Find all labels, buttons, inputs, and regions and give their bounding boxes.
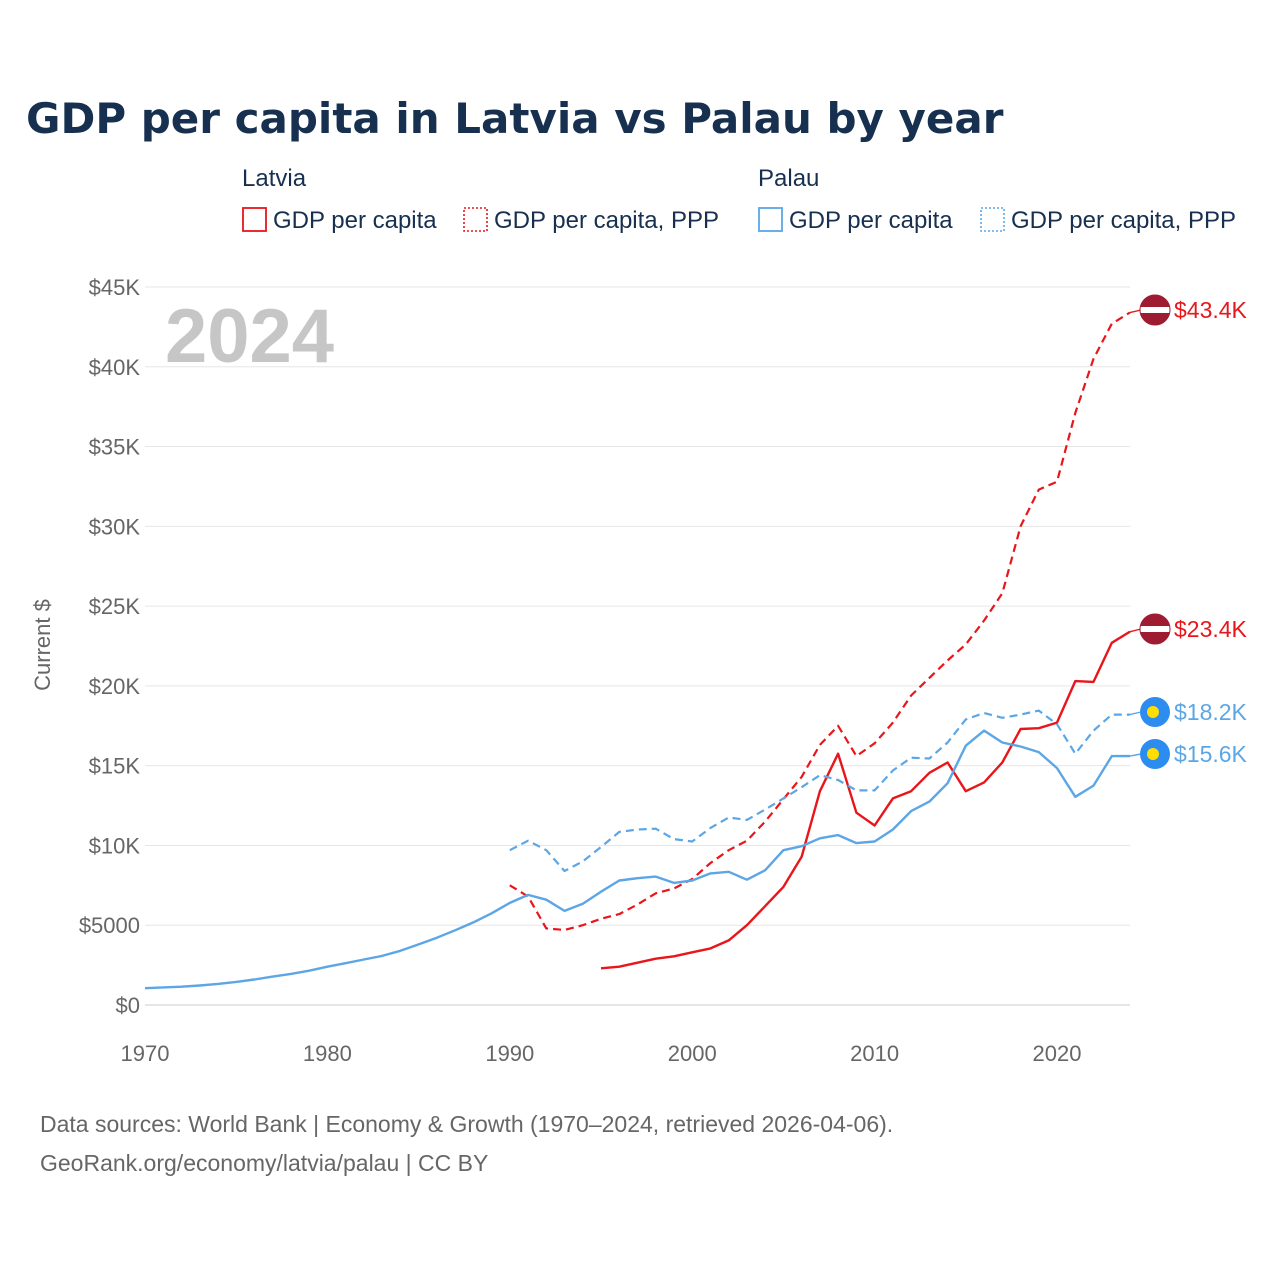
end-markers: $23.4K $43.4K $15.6K $18.2K [1129,294,1248,769]
x-tick-label: 1990 [485,1041,534,1066]
x-axis-ticks: 1970 1980 1990 2000 2010 2020 [121,1041,1082,1066]
latvia-flag-icon [1139,613,1171,645]
latvia-flag-stripe [1140,307,1170,313]
legend-group-palau: Palau [758,165,819,192]
year-watermark: 2024 [165,294,334,379]
series-line-0[interactable] [600,630,1131,970]
source-line-1: Data sources: World Bank | Economy & Gro… [40,1111,893,1137]
end-value-label: $23.4K [1174,616,1248,642]
y-tick-label: $40K [89,355,141,380]
y-tick-label: $0 [116,993,140,1018]
end-connector [1129,711,1142,716]
latvia-flag-ring [1139,613,1171,645]
y-tick-label: $5000 [79,913,140,938]
x-tick-label: 2010 [850,1041,899,1066]
x-tick-label: 1970 [121,1041,170,1066]
legend-label-latvia-ppp[interactable]: GDP per capita, PPP [494,207,719,234]
palau-flag-icon [1140,739,1170,769]
legend-swatch-palau-ppp[interactable] [980,207,1005,232]
end-value-label: $18.2K [1174,699,1248,725]
series-line-3[interactable] [509,709,1130,873]
legend-label-latvia-gdp[interactable]: GDP per capita [273,207,437,234]
legend-swatch-palau-gdp[interactable] [758,207,783,232]
gridlines [145,286,1130,1006]
legend-swatch-latvia-ppp[interactable] [463,207,488,232]
latvia-flag-ring [1139,294,1171,326]
series-line-1[interactable] [509,311,1131,932]
legend: Latvia Palau GDP per capita GDP per capi… [242,165,1236,234]
legend-swatch-latvia-gdp[interactable] [242,207,267,232]
legend-label-palau-ppp[interactable]: GDP per capita, PPP [1011,207,1236,234]
y-tick-label: $15K [89,754,141,779]
end-connector [1129,628,1142,633]
x-tick-label: 2020 [1033,1041,1082,1066]
y-axis-label: Current $ [30,599,55,691]
palau-flag-moon [1147,706,1159,718]
series-lines [144,311,1131,990]
y-tick-label: $45K [89,275,141,300]
latvia-flag-stripe [1140,626,1170,632]
end-value-label: $43.4K [1174,297,1248,323]
series-line-2[interactable] [144,729,1130,990]
y-tick-label: $10K [89,833,141,858]
palau-flag-moon [1147,748,1159,760]
y-tick-label: $20K [89,674,141,699]
source-line-2[interactable]: GeoRank.org/economy/latvia/palau | CC BY [40,1150,488,1176]
latvia-flag-icon [1139,294,1171,326]
y-axis-ticks: $0 $5000 $10K $15K $20K $25K $30K $35K $40K $45K [79,275,141,1018]
chart-title: GDP per capita in Latvia vs Palau by yea… [26,94,1004,143]
y-tick-label: $30K [89,514,141,539]
legend-group-latvia: Latvia [242,165,307,192]
x-tick-label: 1980 [303,1041,352,1066]
y-tick-label: $35K [89,435,141,460]
x-tick-label: 2000 [668,1041,717,1066]
end-connector [1129,309,1142,314]
legend-label-palau-gdp[interactable]: GDP per capita [789,207,953,234]
y-tick-label: $25K [89,594,141,619]
end-connector [1129,753,1142,757]
end-value-label: $15.6K [1174,741,1248,767]
palau-flag-icon [1140,697,1170,727]
